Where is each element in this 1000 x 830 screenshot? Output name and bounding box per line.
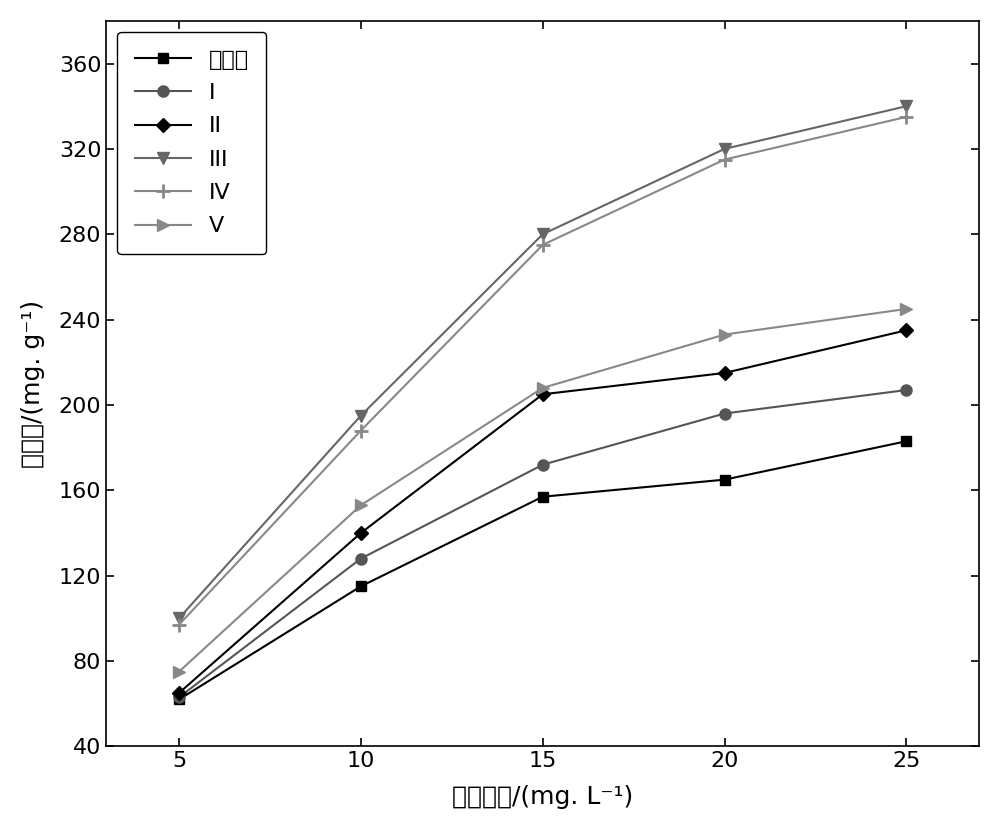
I xyxy=(173,692,185,702)
IV xyxy=(900,112,912,122)
III xyxy=(173,613,185,623)
I xyxy=(355,554,367,564)
V xyxy=(173,666,185,676)
I xyxy=(900,385,912,395)
III xyxy=(537,229,549,239)
Legend: 酸改性, I, II, III, IV, V: 酸改性, I, II, III, IV, V xyxy=(117,32,266,254)
IV xyxy=(355,426,367,436)
V xyxy=(355,500,367,510)
Line: IV: IV xyxy=(172,110,913,632)
I xyxy=(537,460,549,470)
Line: III: III xyxy=(173,100,913,625)
Line: II: II xyxy=(174,325,911,698)
II xyxy=(900,325,912,335)
酸改性 xyxy=(537,491,549,501)
酸改性 xyxy=(355,581,367,591)
Line: I: I xyxy=(173,384,912,703)
Line: V: V xyxy=(173,304,912,677)
III xyxy=(355,411,367,421)
III xyxy=(719,144,731,154)
酸改性 xyxy=(173,695,185,705)
Line: 酸改性: 酸改性 xyxy=(174,437,911,705)
V xyxy=(900,304,912,314)
III xyxy=(900,101,912,111)
酸改性 xyxy=(900,437,912,447)
Y-axis label: 吸附量/(mg. g⁻¹): 吸附量/(mg. g⁻¹) xyxy=(21,300,45,467)
V xyxy=(537,383,549,393)
酸改性 xyxy=(719,475,731,485)
I xyxy=(719,408,731,418)
II xyxy=(355,528,367,538)
IV xyxy=(537,240,549,250)
X-axis label: 平衡浓度/(mg. L⁻¹): 平衡浓度/(mg. L⁻¹) xyxy=(452,785,633,809)
II xyxy=(537,389,549,399)
IV xyxy=(173,620,185,630)
IV xyxy=(719,154,731,164)
II xyxy=(719,368,731,378)
II xyxy=(173,688,185,698)
V xyxy=(719,330,731,339)
